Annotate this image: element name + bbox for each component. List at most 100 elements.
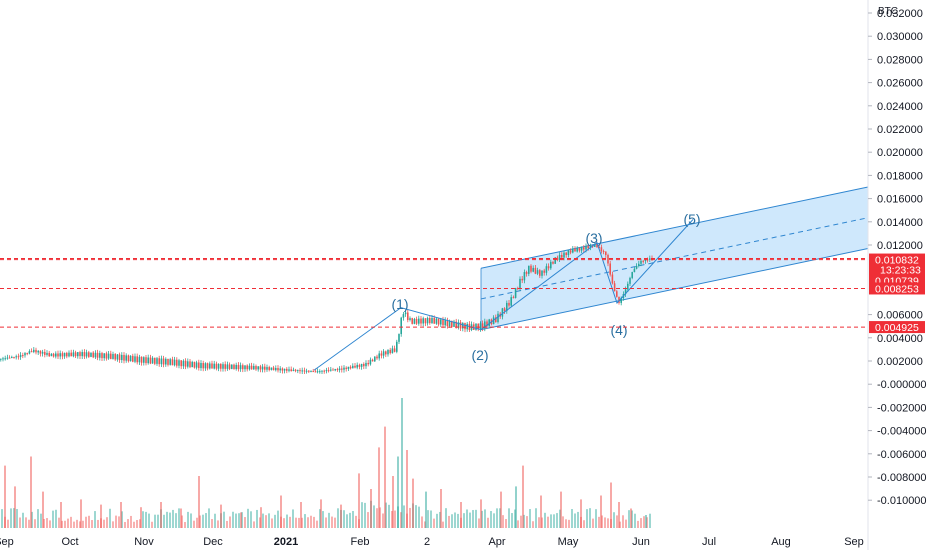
candle-body [541, 270, 543, 276]
candle-body [158, 358, 160, 365]
y-tick-label: 0.018000 [877, 170, 923, 182]
candle-body [268, 367, 270, 370]
volume-bar [30, 456, 32, 528]
candle-body [398, 334, 400, 342]
candle-body [160, 358, 163, 365]
candle-body [503, 308, 506, 312]
candle-body [536, 270, 539, 274]
candle-body [127, 355, 130, 362]
volume-bar [349, 512, 351, 528]
volume-bar [82, 520, 84, 528]
candle-body [631, 272, 633, 278]
volume-bar [25, 517, 27, 528]
candle-body [389, 349, 391, 354]
candle-body [367, 362, 369, 365]
volume-bar [358, 473, 360, 528]
volume-bar [640, 518, 642, 528]
candle-body [246, 365, 248, 370]
candle-body [413, 318, 416, 324]
volume-bar [277, 510, 279, 528]
candle-body [580, 247, 583, 251]
volume-bar [406, 450, 408, 528]
volume-bar [268, 513, 270, 528]
candle-body [44, 351, 46, 355]
candle-body [189, 361, 191, 368]
volume-bar [70, 516, 72, 528]
volume-bar [625, 519, 627, 528]
volume-bar [618, 502, 620, 528]
volume-bar [60, 502, 62, 528]
volume-bar [517, 520, 519, 528]
volume-bar [97, 519, 99, 528]
candle-body [508, 302, 510, 306]
volume-bar [142, 511, 144, 528]
volume-bar [88, 515, 90, 528]
volume-bar [80, 499, 82, 528]
volume-bar [208, 508, 210, 528]
candle-body [17, 356, 20, 358]
volume-bar [610, 482, 612, 528]
y-tick-label: 0.012000 [877, 240, 923, 252]
time-axis[interactable]: Sep Oct Nov Dec 2021 Feb 2 Apr May Jun Jul Aug Sep [0, 536, 864, 548]
volume-bar [382, 513, 384, 528]
volume-bar [193, 520, 195, 528]
volume-bar [592, 518, 594, 528]
price-tag-label: 0.010832 [875, 255, 919, 267]
volume-bar [64, 520, 66, 528]
volume-bar [304, 514, 306, 528]
candle-body [488, 319, 490, 327]
volume-bar [260, 507, 262, 528]
volume-bar [325, 517, 327, 528]
volume-bar [55, 509, 57, 528]
price-tag [869, 321, 925, 334]
wave-polyline [313, 219, 694, 371]
candle-body [578, 248, 581, 251]
candle-body [576, 248, 578, 252]
volume-bar [490, 511, 492, 528]
volume-bar [412, 478, 414, 528]
price-tag-label: 0.004925 [875, 322, 919, 334]
candle-body [552, 261, 554, 264]
candle-body [46, 352, 48, 355]
candle-body [360, 363, 363, 367]
volume-bar [331, 516, 333, 528]
volume-bar [586, 509, 588, 528]
candle-body [103, 353, 105, 359]
candle-body [33, 349, 35, 352]
candle-body [314, 371, 317, 373]
candle-body [217, 363, 220, 369]
candle-body [415, 318, 418, 324]
volume-bar [505, 519, 507, 528]
x-tick-label: Jun [632, 536, 650, 548]
candle-body [325, 370, 328, 372]
volume-bar [124, 521, 126, 528]
volume-bar [274, 514, 276, 528]
candle-body [156, 358, 158, 364]
candle-body [462, 323, 464, 329]
candle-body [2, 358, 4, 360]
volume-bar [553, 514, 555, 528]
candle-body [519, 278, 521, 289]
candle-body [288, 369, 290, 371]
candle-body [356, 364, 358, 368]
y-tick-label: -0.000000 [877, 379, 927, 391]
volume-bar [166, 511, 168, 528]
candle-body [134, 356, 136, 362]
candle-body [255, 366, 257, 370]
volume-bar [574, 513, 576, 528]
candle-body [336, 369, 339, 371]
volume-bar [560, 491, 562, 528]
candle-body [57, 353, 59, 357]
candle-body [642, 260, 644, 262]
volume-bar [244, 517, 246, 528]
volume-bar [67, 518, 69, 528]
candle-body [261, 366, 264, 370]
volume-bar [544, 512, 546, 528]
price-axis[interactable]: 0.0340000.0320000.0300000.0280000.026000… [868, 0, 927, 507]
price-tag [869, 253, 925, 276]
candle-body [321, 370, 323, 372]
candle-body [457, 322, 460, 328]
candle-body [96, 352, 99, 358]
volume-bar [394, 510, 396, 528]
